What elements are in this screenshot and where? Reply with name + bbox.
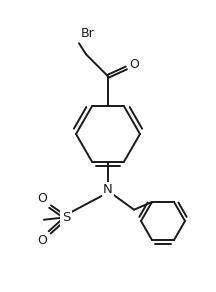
- Text: S: S: [62, 211, 70, 224]
- Text: O: O: [37, 192, 47, 205]
- Text: N: N: [103, 183, 113, 196]
- Text: O: O: [129, 58, 139, 71]
- Text: Br: Br: [81, 27, 95, 40]
- Text: O: O: [37, 234, 47, 247]
